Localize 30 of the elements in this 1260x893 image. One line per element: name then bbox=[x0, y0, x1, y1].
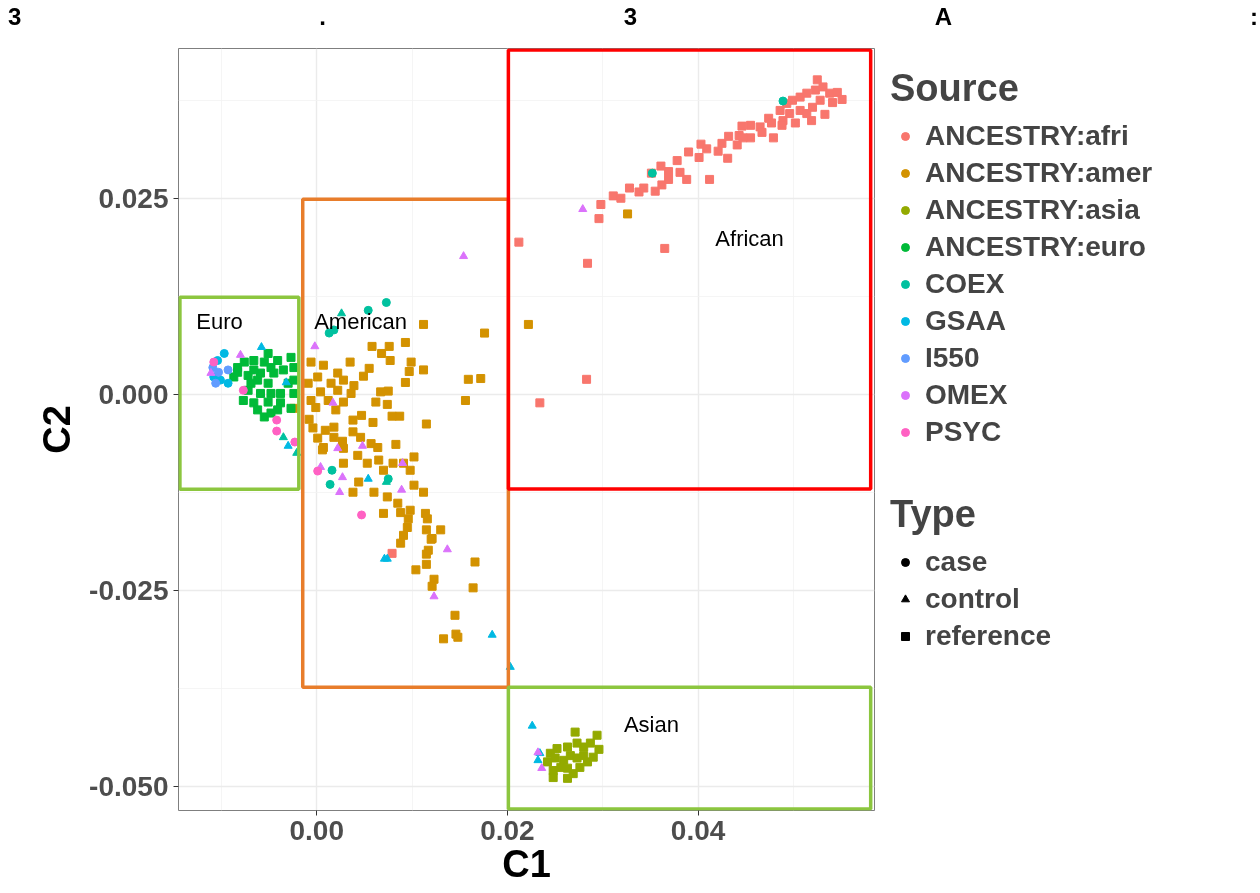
x-tick-label: 0.00 bbox=[289, 814, 344, 846]
y-axis-title: C2 bbox=[36, 405, 79, 454]
legend-label: case bbox=[925, 546, 988, 578]
text: 3 bbox=[8, 2, 22, 32]
annotation: African bbox=[715, 225, 784, 251]
legend-label: reference bbox=[925, 620, 1052, 652]
legend-label: ANCESTRY:asia bbox=[925, 194, 1140, 226]
y-tick-label: -0.050 bbox=[89, 770, 169, 802]
legend-label: ANCESTRY:euro bbox=[925, 231, 1146, 263]
y-tick-label: -0.025 bbox=[89, 574, 169, 606]
text: Source bbox=[890, 67, 1019, 109]
x-tick-label: 0.04 bbox=[670, 814, 726, 846]
legend-label: GSAA bbox=[925, 305, 1006, 337]
legend-label: OMEX bbox=[925, 379, 1008, 411]
legend-label: ANCESTRY:afri bbox=[925, 120, 1129, 152]
legend-label: I550 bbox=[925, 342, 980, 374]
y-tick-label: 0.025 bbox=[98, 182, 169, 214]
annotation: Asian bbox=[623, 711, 679, 737]
text: : bbox=[1249, 2, 1258, 32]
annotation: American bbox=[314, 308, 408, 334]
legend-label: control bbox=[925, 583, 1020, 615]
text: A bbox=[934, 2, 953, 32]
text: Type bbox=[890, 493, 976, 535]
y-tick-label: 0.000 bbox=[98, 378, 169, 410]
annotation: Euro bbox=[196, 308, 243, 334]
text: . bbox=[319, 2, 326, 32]
legend-label: ANCESTRY:amer bbox=[925, 157, 1153, 189]
text: 3 bbox=[623, 2, 638, 32]
legend-label: PSYC bbox=[925, 416, 1002, 448]
legend-label: COEX bbox=[925, 268, 1005, 300]
